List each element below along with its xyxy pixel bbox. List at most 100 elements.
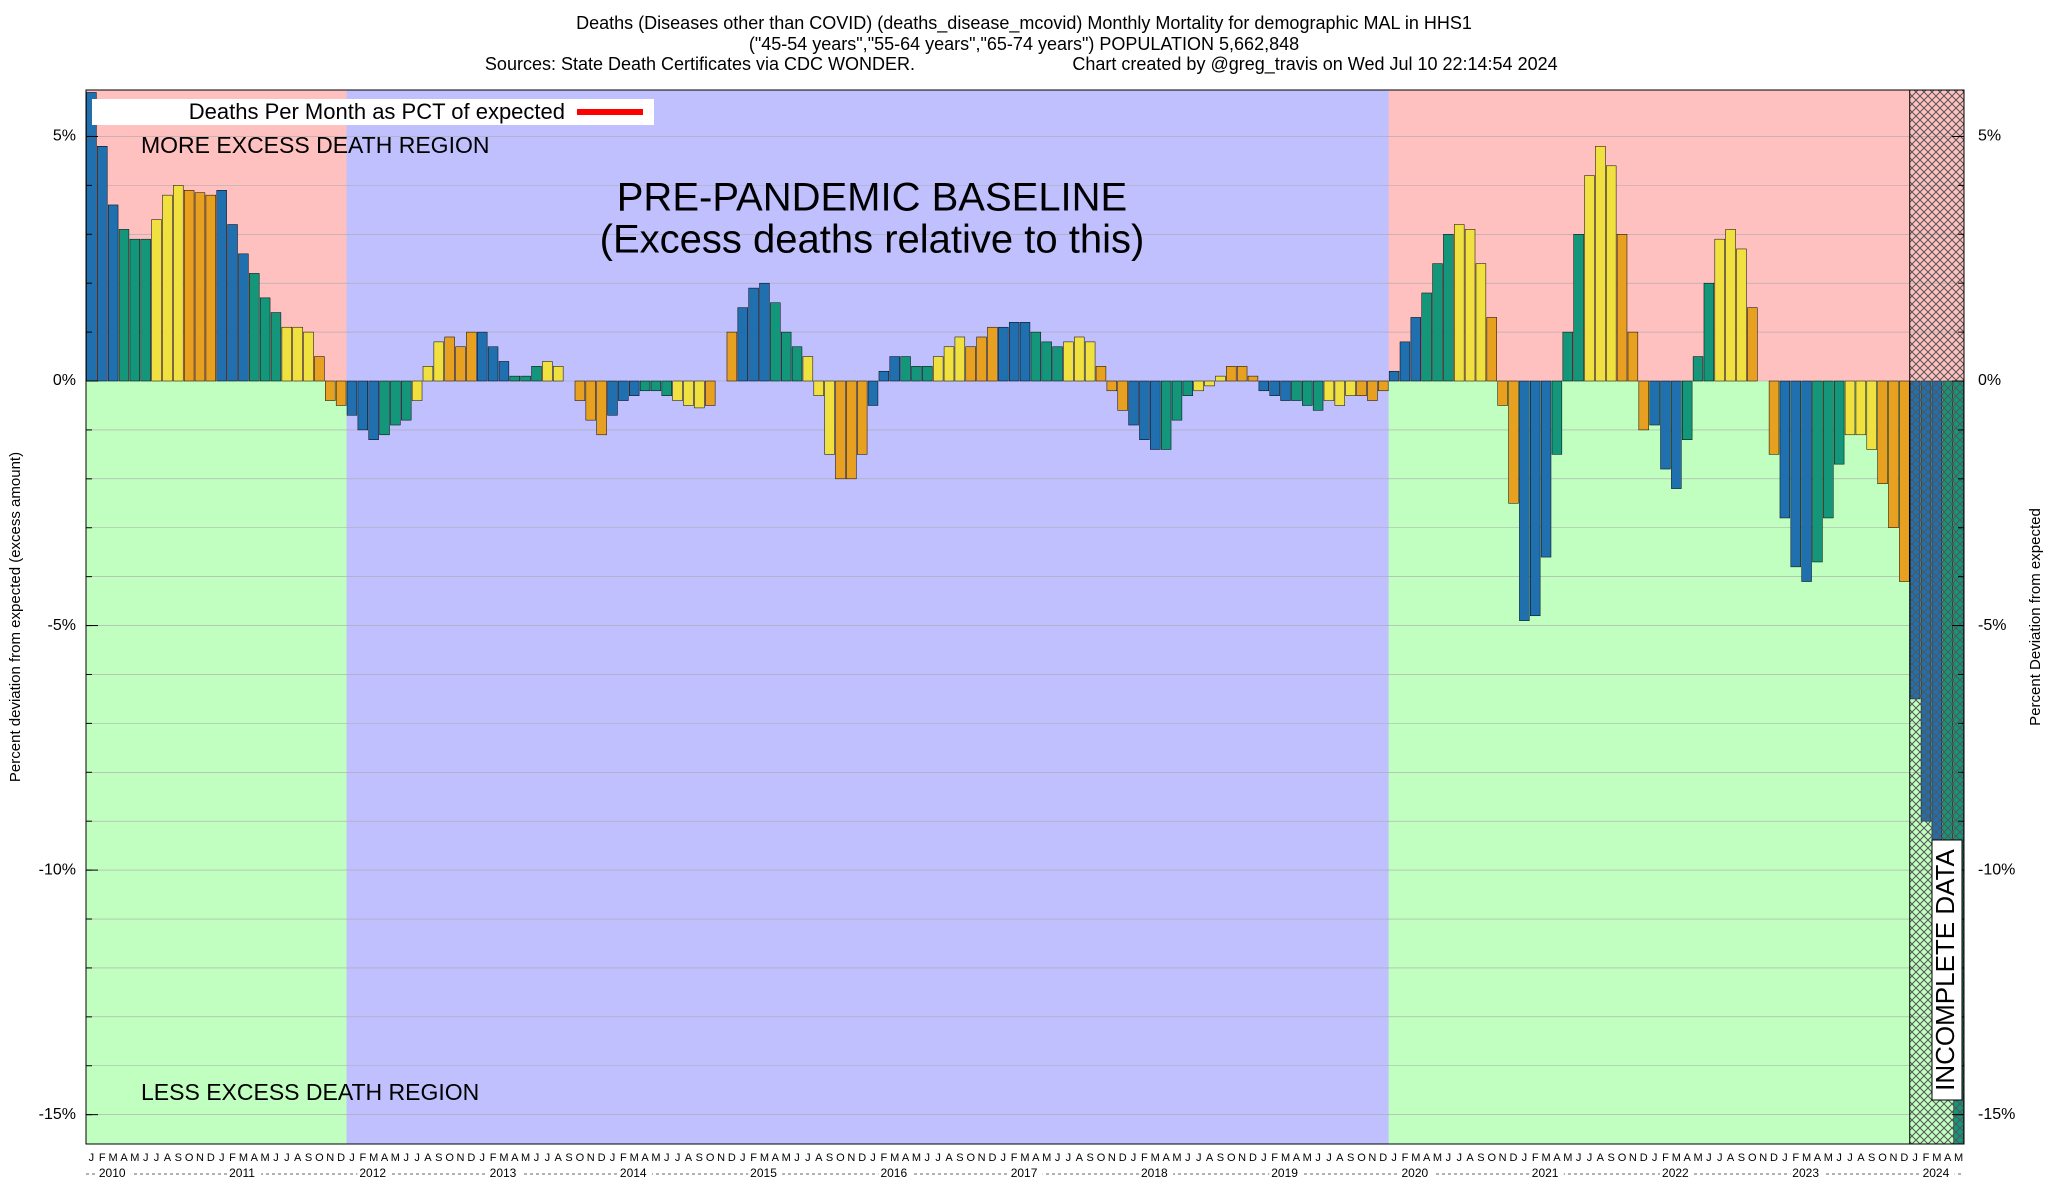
x-tick-label: J — [935, 1152, 941, 1164]
grid — [86, 136, 1964, 1115]
x-tick-label: J — [1196, 1152, 1202, 1164]
x-tick-label: S — [565, 1152, 572, 1164]
year-label: 2015 — [750, 1166, 777, 1180]
x-tick-label: J — [1185, 1152, 1191, 1164]
bar — [596, 380, 607, 436]
year-label: 2024 — [1923, 1166, 1950, 1180]
bar — [477, 331, 488, 382]
bar — [422, 366, 434, 382]
x-tick-label: N — [326, 1152, 334, 1164]
bar — [1128, 380, 1139, 426]
bar — [1388, 370, 1400, 382]
x-tick-label: A — [120, 1152, 128, 1164]
x-tick-label: A — [1857, 1152, 1865, 1164]
bar — [270, 312, 282, 382]
x-tick-label: J — [545, 1152, 551, 1164]
x-tick-label: J — [1326, 1152, 1332, 1164]
x-tick-label: F — [229, 1152, 236, 1164]
year-bg — [1008, 1167, 1043, 1181]
x-tick-label: M — [239, 1152, 248, 1164]
x-tick-label: S — [1738, 1152, 1745, 1164]
bar — [781, 331, 792, 382]
bar — [683, 380, 694, 406]
x-tick-label: J — [1456, 1152, 1462, 1164]
x-tick-label: O — [445, 1152, 454, 1164]
x-tick-label: M — [1954, 1152, 1963, 1164]
x-tick-label: O — [1357, 1152, 1366, 1164]
x-tick-label: J — [1847, 1152, 1853, 1164]
bar — [1779, 380, 1791, 519]
x-tick-label: J — [1522, 1152, 1528, 1164]
x-tick-label: F — [1402, 1152, 1409, 1164]
x-tick-label: O — [1488, 1152, 1497, 1164]
x-tick-label: J — [675, 1152, 681, 1164]
bar — [1302, 380, 1313, 406]
x-tick-label: J — [1066, 1152, 1072, 1164]
bar — [1584, 175, 1595, 382]
bar — [1454, 224, 1465, 382]
x-tick-label: F — [1662, 1152, 1669, 1164]
x-tick-label: A — [164, 1152, 172, 1164]
x-tick-label: J — [219, 1152, 225, 1164]
bar — [954, 336, 966, 382]
year-bg — [227, 1167, 262, 1181]
plot-frame — [85, 89, 1965, 1145]
bar — [737, 307, 748, 382]
year-bg — [1529, 1167, 1564, 1181]
x-tick-label: M — [1020, 1152, 1029, 1164]
y2-axis-label: Percent Deviation from expected — [2027, 508, 2044, 726]
x-tick-label: A — [1032, 1152, 1040, 1164]
bar — [987, 326, 998, 382]
x-tick-label: J — [1652, 1152, 1658, 1164]
bar — [694, 380, 705, 409]
annotation: MORE EXCESS DEATH REGION — [141, 132, 489, 158]
x-tick-label: A — [945, 1152, 953, 1164]
bar — [1247, 375, 1259, 382]
bar — [281, 326, 293, 382]
bar — [1833, 380, 1845, 465]
x-tick-label: N — [196, 1152, 204, 1164]
x-tick-label: D — [1640, 1152, 1648, 1164]
x-tick-label: J — [805, 1152, 811, 1164]
bar — [520, 375, 531, 382]
year-bg — [357, 1167, 392, 1181]
bar — [1269, 380, 1280, 396]
year-label: 2010 — [99, 1166, 126, 1180]
bar — [542, 361, 553, 382]
legend-label: Deaths Per Month as PCT of expected — [189, 99, 565, 124]
bar — [1855, 380, 1867, 436]
x-tick-label: M — [630, 1152, 639, 1164]
bar — [368, 380, 379, 440]
x-tick-label: M — [890, 1152, 899, 1164]
x-tick-label: D — [598, 1152, 606, 1164]
bar — [802, 356, 814, 382]
x-tick-label: D — [207, 1152, 215, 1164]
x-tick-label: A — [1466, 1152, 1474, 1164]
bar — [1692, 356, 1704, 382]
x-tick-label: O — [576, 1152, 585, 1164]
bar — [401, 380, 412, 421]
bar — [639, 380, 651, 392]
bar — [1291, 380, 1302, 401]
bar — [1801, 380, 1812, 582]
bar — [238, 253, 249, 382]
x-tick-label: J — [1055, 1152, 1061, 1164]
x-tick-label: M — [1411, 1152, 1420, 1164]
bar — [900, 356, 911, 382]
x-tick-label: J — [154, 1152, 160, 1164]
bar — [1595, 145, 1606, 382]
x-tick-label: A — [1727, 1152, 1735, 1164]
x-tick-label: A — [251, 1152, 259, 1164]
bar — [1334, 380, 1345, 406]
x-tick-label: S — [435, 1152, 442, 1164]
x-tick-label: D — [988, 1152, 996, 1164]
bar — [1258, 380, 1269, 392]
bar — [1844, 380, 1856, 436]
x-tick-label: S — [175, 1152, 182, 1164]
x-tick-label: J — [143, 1152, 149, 1164]
bar — [1041, 341, 1052, 382]
x-tick-label: J — [740, 1152, 746, 1164]
annotation: LESS EXCESS DEATH REGION — [141, 1079, 479, 1105]
x-tick-label: N — [1108, 1152, 1116, 1164]
bar — [932, 356, 944, 382]
